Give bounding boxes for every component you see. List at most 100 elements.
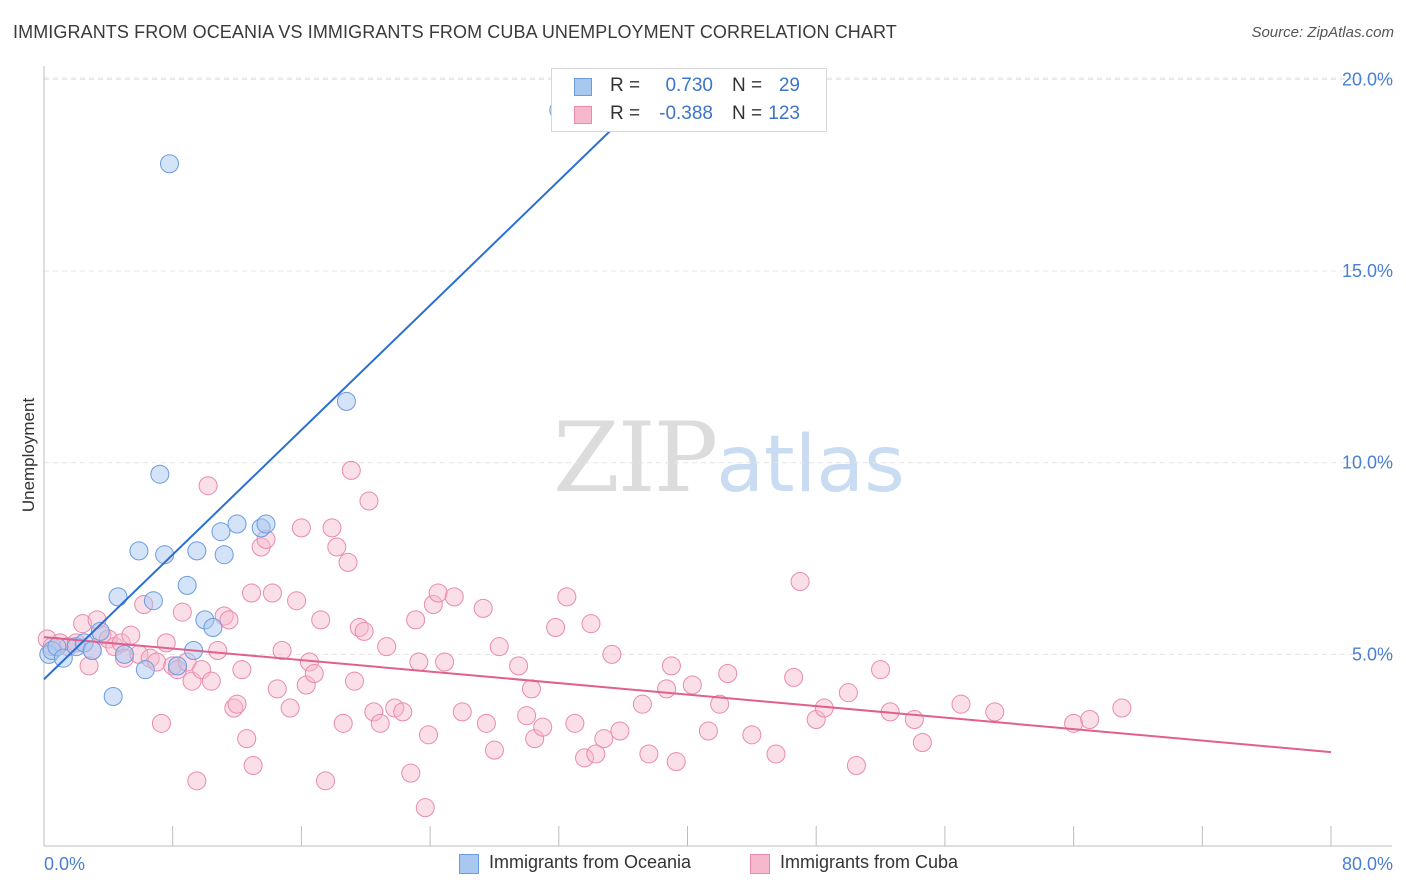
oceania-r-value: 0.730 xyxy=(665,75,713,96)
cuba-point xyxy=(484,740,504,760)
cuba-point xyxy=(333,713,353,733)
cuba-point xyxy=(187,771,207,791)
oceania-point xyxy=(227,514,247,534)
gridlines xyxy=(44,77,1392,655)
cuba-point xyxy=(224,698,244,718)
cuba-point xyxy=(489,637,509,657)
cuba-legend-swatch xyxy=(750,854,770,874)
cuba-point xyxy=(322,518,342,538)
cuba-point xyxy=(415,798,435,818)
cuba-point xyxy=(227,694,247,714)
cuba-swatch xyxy=(574,106,592,124)
cuba-point xyxy=(904,710,924,730)
oceania-trendline xyxy=(43,78,665,680)
cuba-point xyxy=(428,583,448,603)
oceania-n-value: 29 xyxy=(778,75,800,96)
source-label: Source: ZipAtlas.com xyxy=(1251,24,1394,41)
cuba-point xyxy=(79,656,99,676)
cuba-point xyxy=(243,756,263,776)
cuba-point xyxy=(370,713,390,733)
cuba-point xyxy=(666,752,686,772)
cuba-point xyxy=(581,614,601,634)
oceania-point xyxy=(82,641,102,661)
cuba-point xyxy=(172,602,192,622)
oceania-legend-swatch xyxy=(459,854,479,874)
cuba-point xyxy=(698,721,718,741)
x-tick-label-max: 80.0% xyxy=(1342,854,1393,874)
cuba-point xyxy=(316,771,336,791)
cuba-point xyxy=(533,717,553,737)
cuba-point xyxy=(296,675,316,695)
cuba-r-value: -0.388 xyxy=(659,103,713,124)
cuba-point xyxy=(586,744,606,764)
cuba-point xyxy=(198,476,218,496)
cuba-point xyxy=(237,729,257,749)
cuba-point xyxy=(354,621,374,641)
cuba-point xyxy=(657,679,677,699)
cuba-point xyxy=(304,664,324,684)
cuba-point xyxy=(444,587,464,607)
cuba-point xyxy=(557,587,577,607)
cuba-point xyxy=(790,572,810,592)
cuba-point xyxy=(311,610,331,630)
chart-title: IMMIGRANTS FROM OCEANIA VS IMMIGRANTS FR… xyxy=(13,22,897,42)
cuba-point xyxy=(201,671,221,691)
oceania-point xyxy=(108,587,128,607)
cuba-point xyxy=(401,763,421,783)
cuba-point xyxy=(262,583,282,603)
cuba-point xyxy=(525,729,545,749)
cuba-point xyxy=(291,518,311,538)
oceania-point xyxy=(143,591,163,611)
oceania-point xyxy=(155,545,175,565)
oceania-point xyxy=(203,618,223,638)
legend-row-cuba: R = -0.388 N = 123 xyxy=(552,100,826,128)
cuba-point xyxy=(435,652,455,672)
cuba-point xyxy=(718,664,738,684)
cuba-point xyxy=(951,694,971,714)
cuba-point xyxy=(219,610,239,630)
cuba-point xyxy=(406,610,426,630)
oceania-point xyxy=(211,522,231,542)
watermark-atlas: atlas xyxy=(716,420,905,510)
cuba-point xyxy=(1080,710,1100,730)
cuba-point xyxy=(242,583,262,603)
cuba-point xyxy=(327,537,347,557)
cuba-point xyxy=(287,591,307,611)
axes xyxy=(43,66,1392,847)
oceania-point xyxy=(135,660,155,680)
cuba-point xyxy=(985,702,1005,722)
y-tick-label: 10.0% xyxy=(1342,453,1393,473)
cuba-point xyxy=(766,744,786,764)
oceania-point xyxy=(214,545,234,565)
cuba-point xyxy=(682,675,702,695)
cuba-point xyxy=(1112,698,1132,718)
cuba-point xyxy=(423,595,443,615)
cuba-point xyxy=(594,729,614,749)
cuba-point xyxy=(476,713,496,733)
oceania-point xyxy=(53,648,73,668)
oceania-point xyxy=(336,391,356,411)
y-tick-label: 20.0% xyxy=(1342,69,1393,89)
cuba-legend-label: Immigrants from Cuba xyxy=(780,852,959,872)
oceania-swatch xyxy=(574,78,592,96)
tick-labels: 5.0% 10.0% 15.0% 20.0% 0.0% 80.0% xyxy=(44,69,1393,874)
cuba-point xyxy=(338,552,358,572)
cuba-point xyxy=(575,748,595,768)
cuba-point xyxy=(452,702,472,722)
cuba-point xyxy=(121,625,141,645)
cuba-point xyxy=(509,656,529,676)
oceania-point xyxy=(114,644,134,664)
r-label: R = xyxy=(610,75,641,96)
cuba-point xyxy=(377,637,397,657)
cuba-point xyxy=(151,713,171,733)
cuba-point xyxy=(232,660,252,680)
oceania-legend-label: Immigrants from Oceania xyxy=(489,852,692,872)
cuba-point xyxy=(784,667,804,687)
cuba-point xyxy=(742,725,762,745)
correlation-legend: R = 0.730 N = 29 R = -0.388 N = 123 xyxy=(551,68,827,132)
oceania-point xyxy=(187,541,207,561)
oceania-point xyxy=(129,541,149,561)
oceania-point xyxy=(103,687,123,707)
cuba-point xyxy=(208,641,228,661)
